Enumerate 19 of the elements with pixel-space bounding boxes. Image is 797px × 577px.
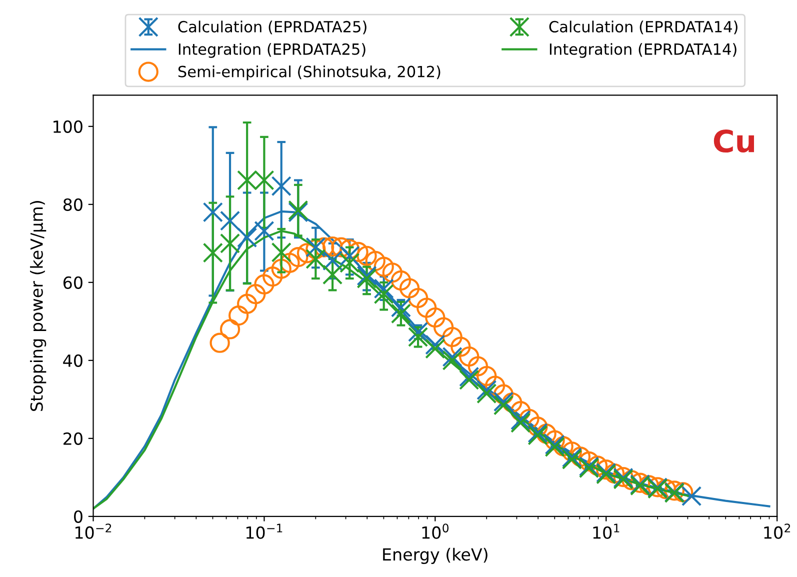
y-tick-label: 0 xyxy=(74,510,82,523)
x-axis-title: Energy (keV) xyxy=(383,548,488,564)
legend-label: Semi-empirical (Shinotsuka, 2012) xyxy=(178,66,440,80)
annotation: Cu xyxy=(714,129,754,153)
x-tick-label: 10$^{2}$ xyxy=(764,524,790,539)
x-tick-label: 10$^{1}$ xyxy=(593,524,620,539)
legend-label: Integration (EPRDATA14) xyxy=(550,43,736,58)
y-tick-label: 80 xyxy=(63,198,82,211)
y-tick-label: 60 xyxy=(63,276,82,289)
legend-label: Calculation (EPRDATA14) xyxy=(549,20,738,34)
y-tick-label: 100 xyxy=(54,120,82,133)
legend-label: Integration (EPRDATA25) xyxy=(178,43,366,58)
y-tick-label: 20 xyxy=(64,432,82,445)
y-tick-label: 40 xyxy=(63,354,82,367)
x-tick-label: 10$^{0}$ xyxy=(422,524,449,539)
x-tick-label: 10$^{−1}$ xyxy=(246,524,282,539)
y-axis-title: Stopping power (keV/µm) xyxy=(30,200,46,411)
legend-label: Calculation (EPRDATA25) xyxy=(178,20,366,34)
x-tick-label: 10$^{−2}$ xyxy=(75,524,112,539)
